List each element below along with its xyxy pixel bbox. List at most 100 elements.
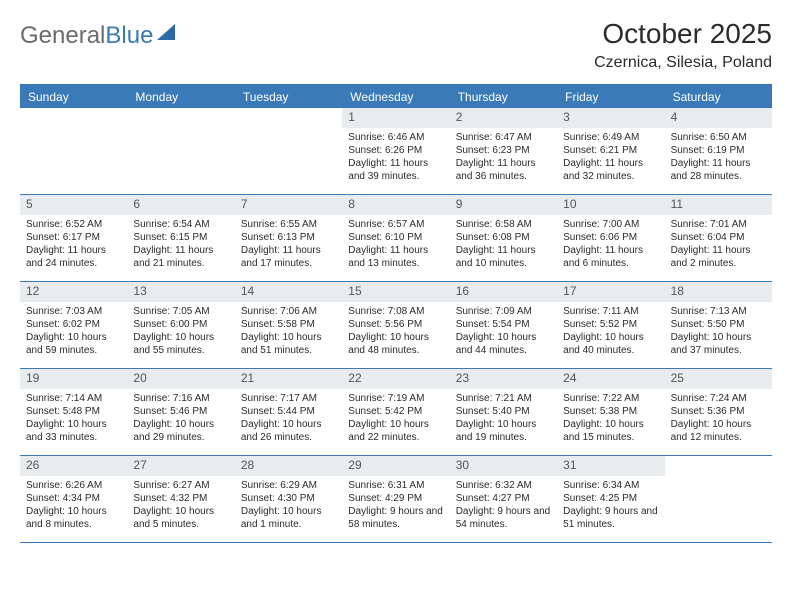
daylight-text: Daylight: 10 hours and 1 minute.	[241, 505, 336, 531]
daylight-text: Daylight: 10 hours and 22 minutes.	[348, 418, 443, 444]
sunset-text: Sunset: 4:25 PM	[563, 492, 658, 505]
day-number	[235, 108, 342, 128]
day-cell: 31Sunrise: 6:34 AMSunset: 4:25 PMDayligh…	[557, 456, 664, 542]
day-number: 31	[557, 456, 664, 476]
day-body: Sunrise: 7:11 AMSunset: 5:52 PMDaylight:…	[557, 302, 664, 361]
sunset-text: Sunset: 6:02 PM	[26, 318, 121, 331]
day-cell	[665, 456, 772, 542]
day-number: 21	[235, 369, 342, 389]
sunset-text: Sunset: 4:30 PM	[241, 492, 336, 505]
day-number: 29	[342, 456, 449, 476]
sunrise-text: Sunrise: 7:17 AM	[241, 392, 336, 405]
day-cell: 27Sunrise: 6:27 AMSunset: 4:32 PMDayligh…	[127, 456, 234, 542]
day-number: 4	[665, 108, 772, 128]
daylight-text: Daylight: 10 hours and 51 minutes.	[241, 331, 336, 357]
day-cell: 13Sunrise: 7:05 AMSunset: 6:00 PMDayligh…	[127, 282, 234, 368]
sunset-text: Sunset: 5:52 PM	[563, 318, 658, 331]
sunset-text: Sunset: 5:42 PM	[348, 405, 443, 418]
sunrise-text: Sunrise: 6:29 AM	[241, 479, 336, 492]
logo-text: GeneralBlue	[20, 22, 153, 50]
sunset-text: Sunset: 6:13 PM	[241, 231, 336, 244]
dow-row: SundayMondayTuesdayWednesdayThursdayFrid…	[20, 86, 772, 108]
day-number: 8	[342, 195, 449, 215]
daylight-text: Daylight: 10 hours and 26 minutes.	[241, 418, 336, 444]
day-cell: 22 Sunrise: 7:19 AMSunset: 5:42 PMDayligh…	[342, 369, 449, 455]
dow-header: Wednesday	[342, 86, 449, 108]
sunrise-text: Sunrise: 7:21 AM	[456, 392, 551, 405]
day-body: Sunrise: 6:26 AMSunset: 4:34 PMDaylight:…	[20, 476, 127, 535]
day-body: Sunrise: 7:09 AMSunset: 5:54 PMDaylight:…	[450, 302, 557, 361]
day-body: Sunrise: 7:14 AMSunset: 5:48 PMDaylight:…	[20, 389, 127, 448]
daylight-text: Daylight: 10 hours and 37 minutes.	[671, 331, 766, 357]
sunset-text: Sunset: 6:17 PM	[26, 231, 121, 244]
day-cell: 14Sunrise: 7:06 AMSunset: 5:58 PMDayligh…	[235, 282, 342, 368]
day-cell: 16Sunrise: 7:09 AMSunset: 5:54 PMDayligh…	[450, 282, 557, 368]
day-number: 27	[127, 456, 234, 476]
week-row: 12Sunrise: 7:03 AMSunset: 6:02 PMDayligh…	[20, 282, 772, 369]
daylight-text: Daylight: 9 hours and 58 minutes.	[348, 505, 443, 531]
day-body: Sunrise: 7:05 AMSunset: 6:00 PMDaylight:…	[127, 302, 234, 361]
daylight-text: Daylight: 10 hours and 44 minutes.	[456, 331, 551, 357]
sunset-text: Sunset: 5:40 PM	[456, 405, 551, 418]
day-number: 22	[342, 369, 449, 389]
sunrise-text: Sunrise: 6:34 AM	[563, 479, 658, 492]
sunset-text: Sunset: 4:29 PM	[348, 492, 443, 505]
day-number: 28	[235, 456, 342, 476]
day-cell: 4Sunrise: 6:50 AMSunset: 6:19 PMDaylight…	[665, 108, 772, 194]
sunset-text: Sunset: 6:21 PM	[563, 144, 658, 157]
month-title: October 2025	[594, 18, 772, 50]
day-body: Sunrise: 7:01 AMSunset: 6:04 PMDaylight:…	[665, 215, 772, 274]
daylight-text: Daylight: 10 hours and 40 minutes.	[563, 331, 658, 357]
day-number: 16	[450, 282, 557, 302]
day-body: Sunrise: 7:06 AMSunset: 5:58 PMDaylight:…	[235, 302, 342, 361]
day-number: 9	[450, 195, 557, 215]
sunrise-text: Sunrise: 7:11 AM	[563, 305, 658, 318]
day-body: Sunrise: 6:57 AMSunset: 6:10 PMDaylight:…	[342, 215, 449, 274]
day-cell: 12Sunrise: 7:03 AMSunset: 6:02 PMDayligh…	[20, 282, 127, 368]
sunrise-text: Sunrise: 6:31 AM	[348, 479, 443, 492]
sunrise-text: Sunrise: 6:52 AM	[26, 218, 121, 231]
day-number: 24	[557, 369, 664, 389]
daylight-text: Daylight: 11 hours and 32 minutes.	[563, 157, 658, 183]
sunrise-text: Sunrise: 6:57 AM	[348, 218, 443, 231]
daylight-text: Daylight: 10 hours and 15 minutes.	[563, 418, 658, 444]
daylight-text: Daylight: 10 hours and 12 minutes.	[671, 418, 766, 444]
day-body: Sunrise: 7:17 AMSunset: 5:44 PMDaylight:…	[235, 389, 342, 448]
day-cell: 1Sunrise: 6:46 AMSunset: 6:26 PMDaylight…	[342, 108, 449, 194]
daylight-text: Daylight: 11 hours and 28 minutes.	[671, 157, 766, 183]
sunset-text: Sunset: 4:34 PM	[26, 492, 121, 505]
sunrise-text: Sunrise: 6:46 AM	[348, 131, 443, 144]
day-number: 1	[342, 108, 449, 128]
daylight-text: Daylight: 11 hours and 6 minutes.	[563, 244, 658, 270]
day-cell: 18Sunrise: 7:13 AMSunset: 5:50 PMDayligh…	[665, 282, 772, 368]
sunset-text: Sunset: 5:54 PM	[456, 318, 551, 331]
sunrise-text: Sunrise: 6:26 AM	[26, 479, 121, 492]
daylight-text: Daylight: 10 hours and 29 minutes.	[133, 418, 228, 444]
dow-header: Sunday	[20, 86, 127, 108]
day-cell	[20, 108, 127, 194]
day-body: Sunrise: 7:21 AMSunset: 5:40 PMDaylight:…	[450, 389, 557, 448]
day-cell: 11Sunrise: 7:01 AMSunset: 6:04 PMDayligh…	[665, 195, 772, 281]
day-body: Sunrise: 6:27 AMSunset: 4:32 PMDaylight:…	[127, 476, 234, 535]
day-cell: 19Sunrise: 7:14 AMSunset: 5:48 PMDayligh…	[20, 369, 127, 455]
daylight-text: Daylight: 11 hours and 39 minutes.	[348, 157, 443, 183]
sunrise-text: Sunrise: 6:49 AM	[563, 131, 658, 144]
day-cell: 20Sunrise: 7:16 AMSunset: 5:46 PMDayligh…	[127, 369, 234, 455]
daylight-text: Daylight: 11 hours and 24 minutes.	[26, 244, 121, 270]
sunrise-text: Sunrise: 7:08 AM	[348, 305, 443, 318]
sunrise-text: Sunrise: 6:47 AM	[456, 131, 551, 144]
sunrise-text: Sunrise: 7:01 AM	[671, 218, 766, 231]
dow-header: Saturday	[665, 86, 772, 108]
calendar: SundayMondayTuesdayWednesdayThursdayFrid…	[20, 84, 772, 543]
sunset-text: Sunset: 6:04 PM	[671, 231, 766, 244]
day-number: 25	[665, 369, 772, 389]
week-row: 5Sunrise: 6:52 AMSunset: 6:17 PMDaylight…	[20, 195, 772, 282]
sunset-text: Sunset: 5:38 PM	[563, 405, 658, 418]
day-number	[127, 108, 234, 128]
daylight-text: Daylight: 10 hours and 8 minutes.	[26, 505, 121, 531]
day-body: Sunrise: 6:46 AMSunset: 6:26 PMDaylight:…	[342, 128, 449, 187]
sunrise-text: Sunrise: 7:19 AM	[348, 392, 443, 405]
sunrise-text: Sunrise: 7:24 AM	[671, 392, 766, 405]
day-cell: 9Sunrise: 6:58 AMSunset: 6:08 PMDaylight…	[450, 195, 557, 281]
day-number: 12	[20, 282, 127, 302]
